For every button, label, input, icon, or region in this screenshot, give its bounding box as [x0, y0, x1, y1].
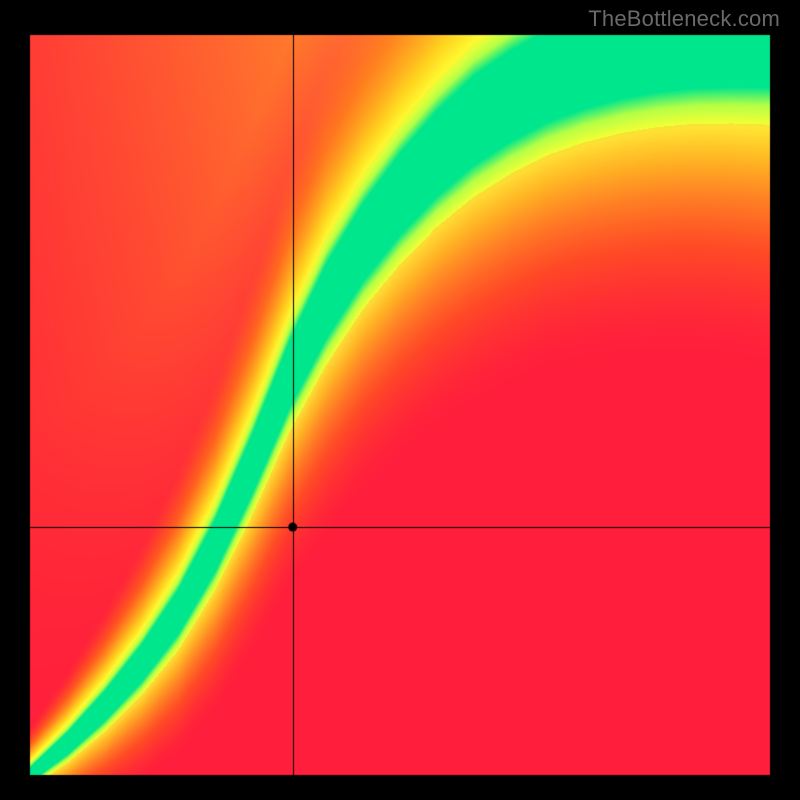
bottleneck-heatmap: [0, 0, 800, 800]
watermark-text: TheBottleneck.com: [588, 6, 780, 32]
